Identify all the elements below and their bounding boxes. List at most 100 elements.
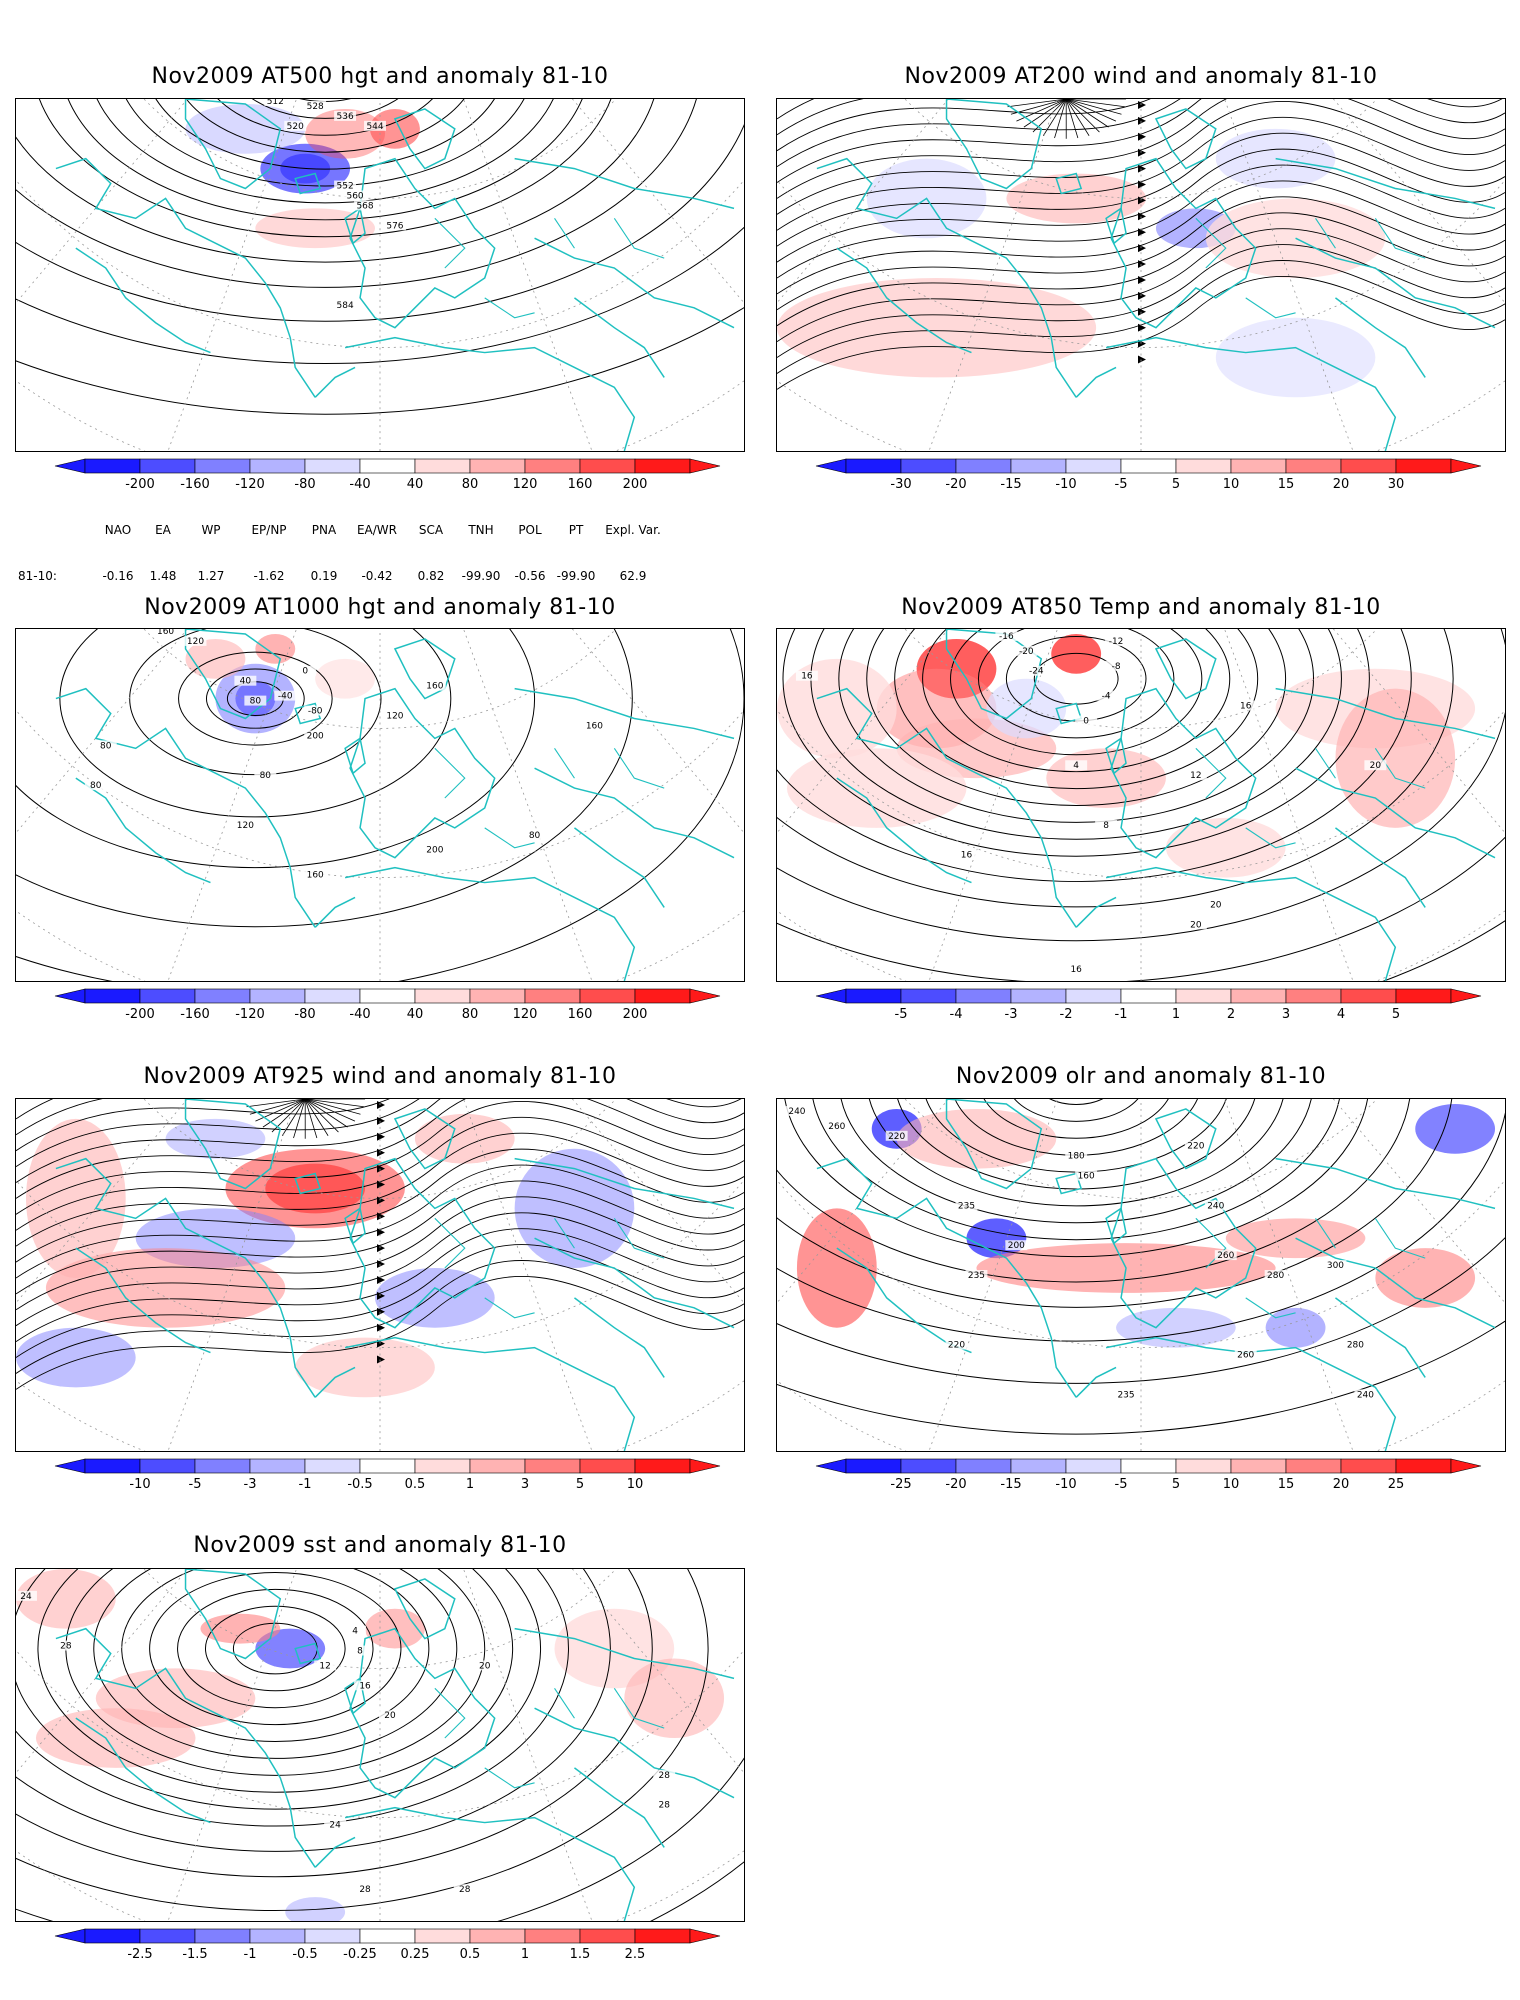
teleconnection-header-10: Expl. Var. <box>605 523 661 537</box>
contour-label-bg <box>234 819 257 830</box>
contour-line <box>777 1099 1412 1283</box>
map-850temp: -16 -20 -24 -12 -8 -4 0 4 8 12 16 20 16 20 20 16 16 <box>777 629 1505 981</box>
contour-label: 568 <box>356 201 373 211</box>
contour-label: 80 <box>250 697 262 707</box>
coastline <box>1105 1336 1397 1451</box>
colorbar-segment <box>139 458 196 474</box>
colorbar-tick-label: -15 <box>1000 1477 1021 1492</box>
contour-label-bg <box>1264 1270 1287 1280</box>
streamline <box>777 101 1505 215</box>
coastline <box>75 1717 211 1824</box>
colorbar-segment <box>249 1928 306 1944</box>
anomaly-shading <box>1335 688 1456 828</box>
contour-label-bg <box>955 849 978 860</box>
streamline <box>16 1099 744 1199</box>
contour-label: 0 <box>302 667 308 677</box>
colorbar-segment <box>84 1928 141 1944</box>
contour-line <box>205 668 305 729</box>
panel-title-5: Nov2009 AT925 wind and anomaly 81-10 <box>143 1064 617 1089</box>
map-background <box>777 99 1505 451</box>
coastline <box>349 157 496 329</box>
colorbar-segment <box>249 1458 306 1474</box>
coastline <box>294 702 322 725</box>
colorbar-tick-label: -200 <box>125 1007 155 1022</box>
coastline <box>514 1157 735 1210</box>
contour-line <box>16 629 536 869</box>
streamline <box>16 1180 744 1295</box>
contour-label-bg <box>383 710 406 721</box>
contour-line <box>31 99 619 238</box>
contour-label: 160 <box>426 682 443 692</box>
country-boundary <box>1245 297 1296 319</box>
contour-label-bg <box>54 1640 77 1651</box>
panel-title-2: Nov2009 AT200 wind and anomaly 81-10 <box>904 64 1378 89</box>
map-panel-1000hgt: 160 120 80 40 0 -40 -80 200 160 120 80 80 80 120 160 20… <box>15 628 745 982</box>
colorbar-tick-label: 80 <box>462 477 479 492</box>
country-boundary <box>1374 218 1426 259</box>
coastline <box>1105 336 1397 451</box>
panel-title-7: Nov2009 sst and anomaly 81-10 <box>193 1533 567 1558</box>
map-background <box>16 629 744 981</box>
colorbar-segment <box>359 1458 416 1474</box>
anomaly-shading <box>295 1337 435 1398</box>
colorbar-tick-label: -0.5 <box>347 1477 372 1492</box>
contour-label: 220 <box>1187 1142 1204 1152</box>
contour-label-bg <box>995 630 1018 641</box>
country-boundary <box>1374 748 1426 789</box>
anomaly-shading <box>375 1268 495 1328</box>
contour-label-bg <box>1095 690 1118 701</box>
contour-line <box>1005 1099 1147 1122</box>
contour-label-bg <box>825 1120 848 1131</box>
colorbar-tick-label: 20 <box>1333 477 1350 492</box>
coastline <box>344 1806 636 1921</box>
colorbar-tick-label: -3 <box>1005 1007 1018 1022</box>
streamline <box>16 1260 744 1374</box>
colorbar-tick-label: -30 <box>890 477 911 492</box>
contour-line <box>16 99 703 288</box>
colorbar-segment <box>955 458 1012 474</box>
contour-label-bg <box>795 670 818 681</box>
contour-line <box>93 1569 458 1759</box>
colorbar-segment <box>900 988 957 1004</box>
contour-label-bg <box>383 220 406 231</box>
colorbar-segment <box>1395 1458 1452 1474</box>
coastline <box>393 1108 456 1170</box>
streamline <box>1065 99 1100 133</box>
colorbar-tick-label: -2 <box>1060 1007 1073 1022</box>
colorbar-tick-label: -15 <box>1000 477 1021 492</box>
colorbar-segment <box>1120 458 1177 474</box>
coastline <box>1275 157 1496 210</box>
map-background <box>16 1569 744 1921</box>
contour-line <box>782 629 1370 857</box>
anomaly-shading <box>185 103 306 154</box>
contour-label-bg <box>84 780 107 791</box>
streamline <box>1066 99 1125 108</box>
map-panel-850temp: -16 -20 -24 -12 -8 -4 0 4 8 12 16 20 16 20 20 16 16 <box>776 628 1506 982</box>
colorbar-segment <box>1065 988 1122 1004</box>
teleconnection-value-10: 62.9 <box>619 569 647 583</box>
colorbar-segment <box>524 458 581 474</box>
coastline <box>945 99 1043 190</box>
contour-label-bg <box>1234 1349 1257 1360</box>
streamline <box>777 99 1505 183</box>
coastline <box>514 157 735 210</box>
colorbar-tick-label: -4 <box>950 1007 963 1022</box>
contour-label-bg <box>1015 645 1038 656</box>
colorbar-segment <box>1010 1458 1067 1474</box>
colorbar-arrow-right <box>689 988 721 1004</box>
streamline <box>1054 99 1067 139</box>
colorbar-tick-label: 0.5 <box>405 1477 426 1492</box>
streamline <box>305 1099 361 1115</box>
coastline <box>75 1247 211 1354</box>
colorbar-tick-label: 3 <box>521 1477 529 1492</box>
colorbar-segment <box>414 458 471 474</box>
colorbar-segment <box>1010 988 1067 1004</box>
anomaly-shading <box>786 748 967 828</box>
colorbar-segment <box>634 988 691 1004</box>
streamline <box>1066 99 1122 115</box>
contour-label: -16 <box>999 632 1014 642</box>
contour-line <box>777 629 1454 908</box>
colorbar-tick-label: 2.5 <box>625 1947 646 1962</box>
country-boundary <box>613 1688 665 1729</box>
anomaly-shading <box>624 1658 725 1739</box>
